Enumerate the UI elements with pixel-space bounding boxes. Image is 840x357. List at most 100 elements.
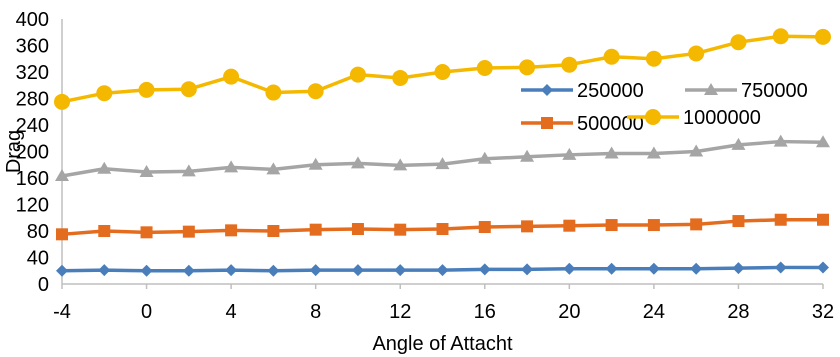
legend: 250000 750000 500000 1000000 [521, 80, 808, 135]
data-point [393, 158, 408, 171]
x-tick-label: 24 [643, 301, 665, 323]
series-750000 [55, 134, 830, 182]
data-point [561, 56, 578, 73]
data-point [562, 147, 577, 160]
data-point [182, 225, 195, 238]
x-tick-label: 4 [226, 301, 237, 323]
y-tick-label: 80 [27, 221, 49, 243]
legend-swatch-marker [645, 109, 661, 125]
data-point [774, 213, 787, 226]
data-point [435, 157, 450, 170]
data-point [267, 225, 280, 237]
data-point [646, 146, 661, 159]
y-tick-label: 40 [27, 248, 49, 270]
data-point [181, 164, 196, 177]
y-tick-label: 0 [38, 274, 49, 296]
legend-item-250000: 250000 [521, 80, 644, 102]
data-point [225, 264, 238, 277]
data-point [521, 220, 534, 233]
data-point [730, 34, 747, 51]
data-point [816, 135, 830, 148]
data-point [225, 224, 238, 237]
data-point [180, 81, 197, 98]
data-point [54, 93, 70, 110]
data-point [478, 221, 491, 234]
y-tick-label: 200 [16, 142, 49, 164]
data-point [392, 69, 409, 86]
data-point [732, 215, 745, 228]
x-tick-label: 0 [141, 301, 152, 323]
y-tick-label: 320 [16, 62, 49, 84]
data-point [690, 218, 703, 231]
data-point [732, 262, 745, 275]
data-point [223, 68, 240, 85]
legend-item-750000: 750000 [685, 80, 808, 102]
series-500000 [56, 213, 829, 241]
data-point [394, 223, 407, 236]
y-axis-title: Drag [3, 130, 25, 173]
y-tick-label: 160 [16, 168, 49, 190]
data-point [309, 264, 322, 277]
x-tick-label: 28 [727, 301, 749, 323]
legend-label: 750000 [741, 80, 808, 102]
data-point [98, 225, 111, 237]
data-point [605, 262, 618, 275]
data-point [647, 219, 660, 232]
x-tick-label: -4 [53, 301, 71, 323]
y-tick-label: 120 [16, 195, 49, 217]
y-tick-label: 400 [16, 9, 49, 31]
data-point [478, 263, 491, 276]
data-point [140, 264, 153, 277]
x-tick-label: 8 [310, 301, 321, 323]
data-point [477, 151, 492, 164]
data-point [265, 84, 282, 101]
legend-label: 1000000 [683, 107, 761, 129]
data-point [817, 261, 829, 274]
x-tick-label: 32 [812, 301, 834, 323]
data-point [96, 85, 113, 102]
legend-item-1000000: 1000000 [627, 107, 761, 129]
data-point [55, 169, 69, 182]
data-point [436, 223, 449, 236]
data-point [266, 162, 281, 175]
data-point [647, 262, 660, 275]
x-tick-label: 16 [474, 301, 496, 323]
data-point [349, 66, 366, 83]
data-point [350, 156, 365, 169]
data-point [563, 262, 576, 275]
data-point [605, 219, 618, 232]
data-point [817, 213, 829, 226]
data-point [140, 226, 153, 239]
legend-item-500000: 500000 [521, 113, 644, 135]
data-point [224, 160, 239, 173]
data-point [689, 144, 704, 157]
data-point [98, 264, 111, 277]
data-point [520, 149, 535, 162]
series-250000 [56, 261, 829, 277]
legend-swatch-marker [541, 84, 553, 96]
data-point [56, 228, 68, 241]
data-point [603, 48, 620, 65]
y-tick-label: 360 [16, 36, 49, 58]
data-point [519, 59, 536, 76]
legend-swatch-marker [704, 83, 718, 95]
data-point [436, 264, 449, 277]
data-point [394, 264, 407, 277]
data-point [351, 264, 364, 277]
data-point [351, 223, 364, 236]
data-point [307, 83, 324, 100]
series-1000000 [54, 28, 831, 110]
data-point [772, 28, 789, 45]
data-point [97, 161, 112, 174]
data-point [182, 264, 195, 277]
data-point [476, 60, 493, 77]
data-point [690, 262, 703, 275]
data-point [267, 264, 280, 277]
data-point [309, 223, 322, 236]
data-point [138, 81, 155, 98]
data-point [731, 137, 746, 150]
data-point [56, 264, 68, 277]
data-point [604, 146, 619, 159]
